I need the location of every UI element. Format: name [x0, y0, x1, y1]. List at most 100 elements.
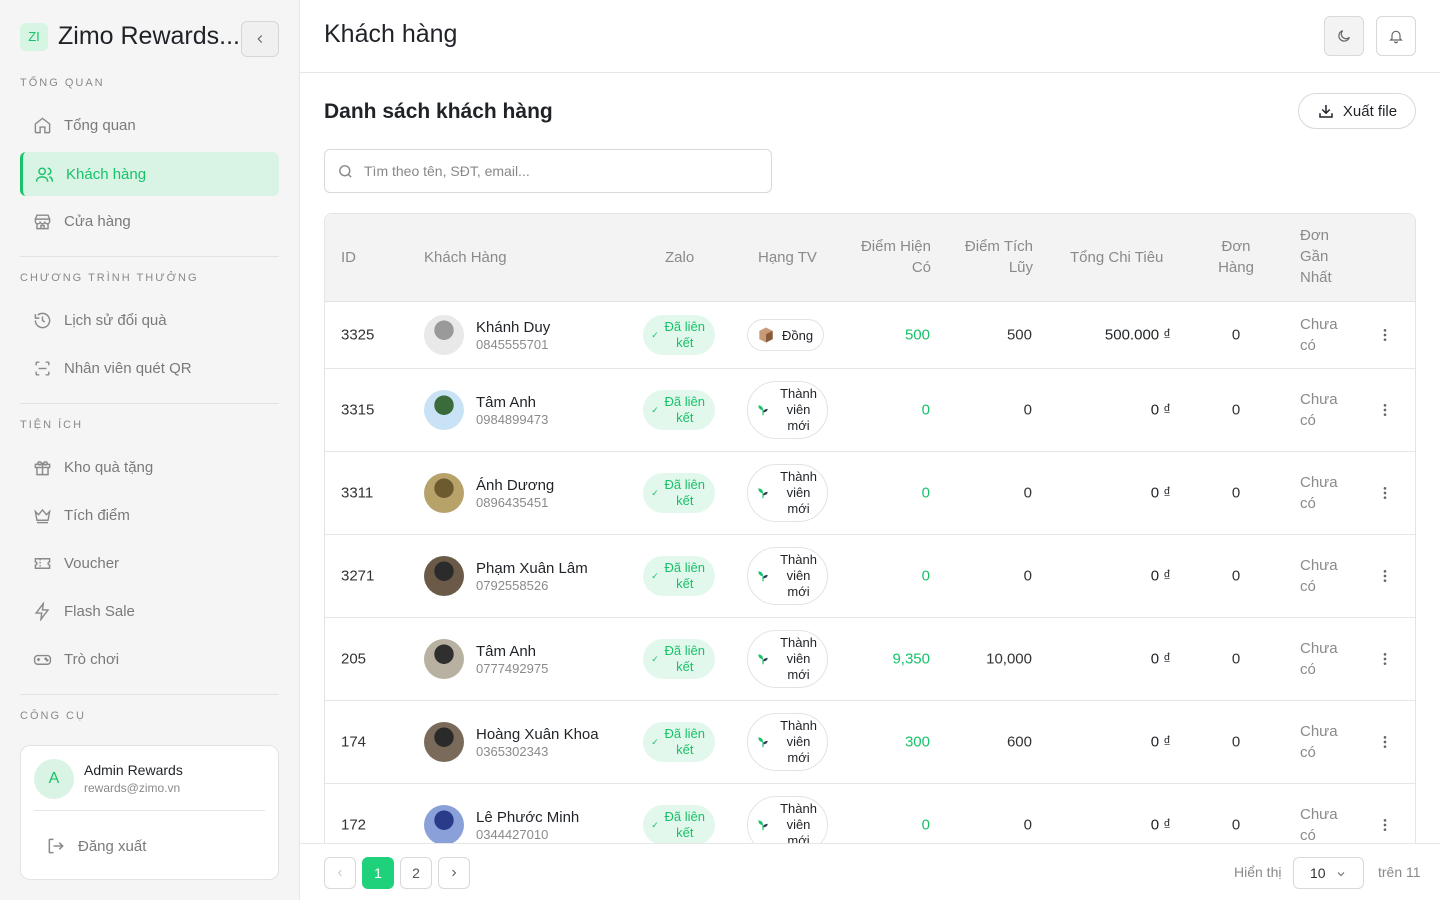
- collapse-sidebar-button[interactable]: [241, 21, 279, 57]
- row-menu-button[interactable]: [1377, 817, 1393, 833]
- sprout-icon: [756, 403, 770, 417]
- customer-cell[interactable]: Khánh Duy 0845555701: [424, 315, 550, 355]
- export-button[interactable]: Xuất file: [1298, 93, 1416, 129]
- table-row[interactable]: 172 Lê Phước Minh 0344427010 ✓ Đã liên kết Th…: [325, 784, 1415, 843]
- column-header-orders[interactable]: Đơn Hàng: [1218, 238, 1254, 276]
- column-header-id[interactable]: ID: [341, 249, 356, 266]
- total-spend: 0 ₫: [1150, 484, 1171, 502]
- row-menu-button[interactable]: [1377, 734, 1393, 750]
- column-header-zalo[interactable]: Zalo: [665, 249, 695, 266]
- ticket-icon: [32, 553, 52, 573]
- sprout-icon: [756, 569, 770, 583]
- prev-page-button[interactable]: [324, 857, 356, 889]
- sidebar-item-points[interactable]: Tích điểm: [20, 493, 279, 537]
- search-input[interactable]: [364, 163, 744, 179]
- page-button-1[interactable]: 1: [362, 857, 394, 889]
- accumulated-points: 0: [1023, 567, 1032, 585]
- chevron-right-icon: [452, 869, 457, 877]
- current-points: 0: [921, 816, 930, 834]
- theme-toggle-button[interactable]: [1324, 16, 1364, 56]
- current-points: 0: [921, 484, 930, 502]
- table-row[interactable]: 3271 Phạm Xuân Lâm 0792558526 ✓ Đã liên kết T…: [325, 535, 1415, 618]
- table-row[interactable]: 3325 Khánh Duy 0845555701 ✓ Đã liên kết Đồng 5…: [325, 302, 1415, 369]
- row-menu-button[interactable]: [1377, 651, 1393, 667]
- user-card: A Admin Rewards rewards@zimo.vn Đăng xuấ…: [20, 745, 279, 880]
- rank-badge: Thành viên mới: [747, 381, 828, 439]
- customer-cell[interactable]: Phạm Xuân Lâm 0792558526: [424, 556, 588, 596]
- column-header-accumulated-points[interactable]: Điểm Tích Lũy: [964, 238, 1033, 276]
- order-count: 0: [1231, 733, 1241, 751]
- zalo-status-badge: ✓ Đã liên kết: [643, 556, 715, 596]
- logout-icon: [46, 836, 66, 856]
- bell-icon: [1389, 30, 1403, 44]
- section-title-utilities: TIỆN ÍCH: [20, 419, 84, 431]
- zalo-status-label: Đã liên kết: [664, 643, 705, 674]
- page-size-select[interactable]: 10: [1293, 857, 1364, 889]
- sidebar-item-overview[interactable]: Tổng quan: [20, 103, 279, 147]
- total-spend: 0 ₫: [1150, 733, 1171, 751]
- brand[interactable]: ZI Zimo Rewards...: [20, 22, 242, 51]
- total-spend: 0 ₫: [1150, 816, 1171, 834]
- current-points: 0: [921, 401, 930, 419]
- scan-icon: [32, 358, 52, 378]
- column-header-total-spend[interactable]: Tổng Chi Tiêu: [1070, 249, 1164, 266]
- total-spend: 0 ₫: [1150, 401, 1171, 419]
- sidebar-item-games[interactable]: Trò chơi: [20, 637, 279, 681]
- table-row[interactable]: 3311 Ánh Dương 0896435451 ✓ Đã liên kết Thành…: [325, 452, 1415, 535]
- customer-cell[interactable]: Hoàng Xuân Khoa 0365302343: [424, 722, 599, 762]
- sidebar-item-gift-store[interactable]: Kho quà tặng: [20, 445, 279, 489]
- customer-cell[interactable]: Ánh Dương 0896435451: [424, 473, 554, 513]
- order-count: 0: [1231, 484, 1241, 502]
- column-header-customer[interactable]: Khách Hàng: [424, 249, 507, 266]
- user-name: Admin Rewards: [84, 762, 183, 778]
- table-row[interactable]: 174 Hoàng Xuân Khoa 0365302343 ✓ Đã liên kết…: [325, 701, 1415, 784]
- column-header-current-points[interactable]: Điểm Hiện Có: [860, 238, 931, 276]
- column-header-last-order[interactable]: Đơn Gần Nhất: [1300, 227, 1332, 286]
- rank-badge: Thành viên mới: [747, 464, 828, 522]
- avatar: [424, 556, 464, 596]
- sidebar-item-label: Cửa hàng: [64, 212, 131, 230]
- page-button-2[interactable]: 2: [400, 857, 432, 889]
- customer-id: 174: [341, 733, 367, 751]
- customer-cell[interactable]: Tâm Anh 0984899473: [424, 390, 548, 430]
- sidebar-item-customers[interactable]: Khách hàng: [20, 152, 279, 196]
- search-box: [324, 149, 772, 193]
- zalo-status-badge: ✓ Đã liên kết: [643, 722, 715, 762]
- customer-cell[interactable]: Lê Phước Minh 0344427010: [424, 805, 579, 843]
- rank-badge: Đồng: [747, 319, 825, 351]
- sidebar-divider: [20, 694, 279, 695]
- sprout-icon: [756, 818, 770, 832]
- row-menu-button[interactable]: [1377, 402, 1393, 418]
- avatar: [424, 390, 464, 430]
- sidebar-item-flash-sale[interactable]: Flash Sale: [20, 589, 279, 633]
- next-page-button[interactable]: [438, 857, 470, 889]
- row-menu-button[interactable]: [1377, 568, 1393, 584]
- customer-cell[interactable]: Tâm Anh 0777492975: [424, 639, 548, 679]
- column-header-rank[interactable]: Hạng TV: [758, 249, 817, 266]
- page-size-value: 10: [1310, 865, 1326, 881]
- order-count: 0: [1231, 567, 1241, 585]
- chevron-left-icon: [257, 35, 263, 43]
- sidebar-divider: [20, 256, 279, 257]
- sidebar-item-redeem-history[interactable]: Lịch sử đổi quà: [20, 298, 279, 342]
- customer-id: 3271: [341, 567, 375, 585]
- table-row[interactable]: 205 Tâm Anh 0777492975 ✓ Đã liên kết Thành vi…: [325, 618, 1415, 701]
- customer-phone: 0777492975: [476, 660, 549, 676]
- customer-phone: 0792558526: [476, 577, 549, 593]
- rank-label: Đồng: [782, 327, 814, 343]
- sidebar-item-stores[interactable]: Cửa hàng: [20, 199, 279, 243]
- page-size-label: Hiển thị: [1234, 864, 1282, 880]
- customers-table: ID Khách Hàng Zalo Hạng TV Điểm Hiện Có …: [324, 213, 1416, 843]
- more-vertical-icon: [1383, 819, 1387, 831]
- zalo-status-badge: ✓ Đã liên kết: [643, 805, 715, 843]
- logout-button[interactable]: Đăng xuất: [46, 836, 146, 856]
- section-title-tools: CÔNG CỤ: [20, 710, 86, 722]
- sidebar-item-voucher[interactable]: Voucher: [20, 541, 279, 585]
- row-menu-button[interactable]: [1377, 327, 1393, 343]
- last-order: Chưa có: [1300, 723, 1338, 761]
- row-menu-button[interactable]: [1377, 485, 1393, 501]
- rank-label: Thành viên mới: [780, 635, 817, 682]
- notifications-button[interactable]: [1376, 16, 1416, 56]
- table-row[interactable]: 3315 Tâm Anh 0984899473 ✓ Đã liên kết Thành v…: [325, 369, 1415, 452]
- sidebar-item-qr-staff[interactable]: Nhân viên quét QR: [20, 346, 279, 390]
